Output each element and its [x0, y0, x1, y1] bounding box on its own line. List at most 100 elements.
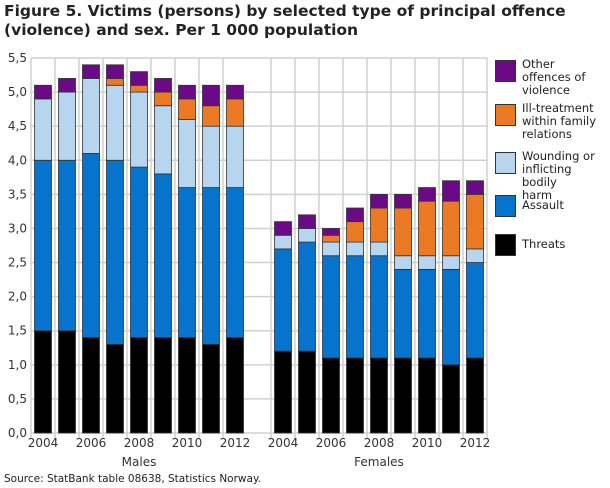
legend-label-line: Ill-treatment: [522, 101, 594, 115]
bar-segment-ill-treatment-within-family-relations: [130, 84, 148, 93]
y-tick-label: 0,0: [8, 426, 27, 440]
x-tick-label: 2008: [364, 436, 395, 450]
bar-segment-wounding-or-inflicting-bodily-harm: [154, 105, 172, 175]
bar-segment-assault: [418, 268, 436, 359]
bar-segment-other-offences-of-violence: [322, 228, 340, 236]
y-tick-label: 4,0: [8, 153, 27, 167]
bar-segment-ill-treatment-within-family-relations: [442, 200, 460, 257]
bar-segment-wounding-or-inflicting-bodily-harm: [322, 241, 340, 257]
y-tick-label: 5,0: [8, 85, 27, 99]
bar-segment-other-offences-of-violence: [202, 84, 220, 107]
bar-segment-assault: [442, 268, 460, 366]
bar-segment-wounding-or-inflicting-bodily-harm: [226, 125, 244, 188]
legend-label: Ill-treatment within family relations: [522, 102, 596, 141]
bar-segment-wounding-or-inflicting-bodily-harm: [106, 84, 124, 161]
bar-segment-threats: [34, 330, 52, 434]
bar-segment-assault: [322, 255, 340, 359]
legend-swatch: [495, 60, 516, 82]
legend-label-line: relations: [522, 127, 572, 141]
bar-segment-threats: [418, 357, 436, 434]
bar-segment-assault: [226, 187, 244, 338]
bar-segment-wounding-or-inflicting-bodily-harm: [466, 248, 484, 263]
bar-segment-assault: [130, 166, 148, 338]
y-tick-label: 1,5: [8, 324, 27, 338]
bar-segment-other-offences-of-violence: [58, 78, 76, 93]
x-tick-label: 2012: [460, 436, 491, 450]
legend-label-line: Other: [522, 57, 555, 71]
bar-segment-threats: [394, 357, 412, 434]
bar-segment-other-offences-of-violence: [82, 64, 100, 79]
legend-swatch: [495, 104, 516, 126]
bar-segment-ill-treatment-within-family-relations: [418, 200, 436, 257]
bar-segment-threats: [370, 357, 388, 434]
legend-swatch: [495, 234, 516, 256]
bar-segment-other-offences-of-violence: [226, 84, 244, 100]
bar-segment-assault: [154, 173, 172, 338]
bar-segment-ill-treatment-within-family-relations: [154, 91, 172, 107]
bar-segment-assault: [370, 255, 388, 359]
bar-segment-ill-treatment-within-family-relations: [106, 78, 124, 86]
bar-segment-other-offences-of-violence: [418, 187, 436, 202]
bar-segment-assault: [298, 241, 316, 352]
x-tick-label: 2006: [76, 436, 107, 450]
bar-segment-wounding-or-inflicting-bodily-harm: [82, 78, 100, 154]
bar-segment-threats: [442, 364, 460, 434]
bar-segment-ill-treatment-within-family-relations: [322, 234, 340, 243]
legend-swatch: [495, 195, 516, 217]
bar-segment-ill-treatment-within-family-relations: [202, 105, 220, 127]
legend-label-line: harm: [522, 188, 553, 202]
y-tick-label: 2,0: [8, 290, 27, 304]
bar-segment-other-offences-of-violence: [466, 180, 484, 195]
bar-segment-other-offences-of-violence: [130, 71, 148, 86]
legend-label-line: Wounding or: [522, 149, 595, 163]
bar-segment-threats: [322, 357, 340, 434]
bar-segment-threats: [82, 337, 100, 434]
legend-label-line: inflicting bodily: [522, 162, 572, 189]
bar-segment-wounding-or-inflicting-bodily-harm: [346, 241, 364, 257]
y-tick-label: 1,0: [8, 358, 27, 372]
bar-segment-wounding-or-inflicting-bodily-harm: [442, 255, 460, 270]
group-label: Females: [354, 455, 404, 469]
bar-segment-threats: [106, 343, 124, 434]
bar-segment-wounding-or-inflicting-bodily-harm: [274, 234, 292, 250]
y-tick-label: 0,5: [8, 392, 27, 406]
bar-segment-ill-treatment-within-family-relations: [346, 221, 364, 243]
bar-segment-wounding-or-inflicting-bodily-harm: [418, 255, 436, 270]
bar-segment-threats: [274, 350, 292, 434]
bar-segment-threats: [130, 337, 148, 434]
legend-label: Threats: [522, 238, 565, 251]
x-tick-label: 2004: [28, 436, 59, 450]
bar-segment-wounding-or-inflicting-bodily-harm: [298, 228, 316, 243]
bar-segment-other-offences-of-violence: [154, 78, 172, 93]
bar-segment-wounding-or-inflicting-bodily-harm: [34, 98, 52, 161]
bar-segment-other-offences-of-violence: [298, 214, 316, 229]
x-tick-label: 2010: [172, 436, 203, 450]
bar-segment-threats: [298, 350, 316, 434]
legend-label: Assault: [522, 199, 564, 212]
group-label: Males: [122, 455, 157, 469]
bar-segment-other-offences-of-violence: [274, 221, 292, 236]
bar-segment-assault: [34, 159, 52, 332]
bar-segment-assault: [202, 187, 220, 345]
bar-segment-wounding-or-inflicting-bodily-harm: [202, 125, 220, 188]
bar-segment-other-offences-of-violence: [346, 207, 364, 223]
legend-label-line: Assault: [522, 198, 564, 212]
bar-segment-wounding-or-inflicting-bodily-harm: [130, 91, 148, 168]
legend-label-line: Threats: [522, 237, 566, 251]
legend-label: Other offences of violence: [522, 58, 585, 97]
bar-segment-assault: [82, 153, 100, 338]
bar-segment-assault: [466, 262, 484, 359]
bar-segment-assault: [274, 248, 292, 352]
bar-segment-ill-treatment-within-family-relations: [466, 193, 484, 250]
bar-segment-assault: [394, 268, 412, 359]
bar-segment-assault: [346, 255, 364, 359]
y-tick-label: 3,0: [8, 221, 27, 235]
chart-title: Figure 5. Victims (persons) by selected …: [4, 2, 566, 39]
y-tick-label: 3,5: [8, 187, 27, 201]
bar-segment-threats: [346, 357, 364, 434]
bar-segment-wounding-or-inflicting-bodily-harm: [58, 91, 76, 161]
bar-segment-other-offences-of-violence: [370, 193, 388, 209]
bar-segment-other-offences-of-violence: [106, 64, 124, 79]
bar-segment-threats: [154, 337, 172, 434]
bar-segment-threats: [466, 357, 484, 434]
